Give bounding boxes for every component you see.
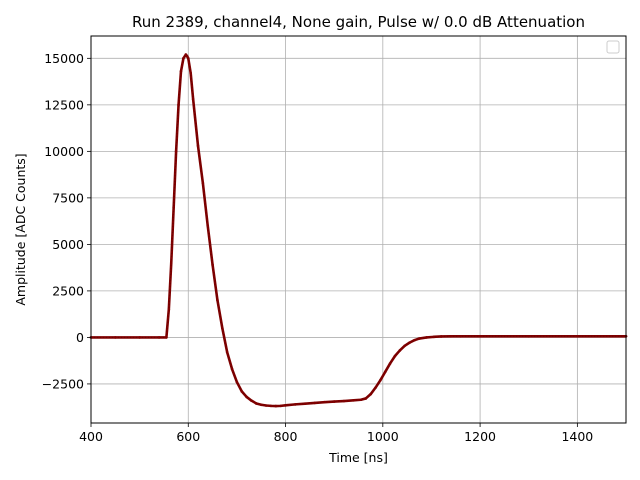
data-point xyxy=(230,367,234,371)
data-series xyxy=(89,53,628,408)
data-point xyxy=(352,399,355,402)
data-point xyxy=(225,351,229,354)
data-point xyxy=(177,103,180,107)
data-point xyxy=(221,326,224,330)
data-point xyxy=(250,399,253,402)
data-point xyxy=(313,401,317,405)
y-tick-label: 10000 xyxy=(44,144,84,159)
x-tick-label: 1200 xyxy=(464,429,496,444)
data-point xyxy=(342,399,346,403)
data-point xyxy=(279,404,282,408)
gridlines xyxy=(90,36,626,423)
data-point xyxy=(184,53,188,56)
legend xyxy=(606,40,620,54)
data-point xyxy=(191,97,195,101)
data-point xyxy=(206,224,210,228)
data-point xyxy=(245,395,248,399)
data-point xyxy=(332,400,336,403)
data-point xyxy=(432,335,436,339)
data-point xyxy=(478,335,482,338)
data-point xyxy=(364,397,368,400)
data-point xyxy=(182,57,185,60)
data-point xyxy=(449,335,453,338)
x-tick-label: 1400 xyxy=(561,429,593,444)
data-point xyxy=(264,404,268,407)
data-point xyxy=(165,336,168,339)
data-point xyxy=(403,344,407,348)
x-axis-label: Time [ns] xyxy=(328,450,388,465)
y-tick-label: −2500 xyxy=(42,376,84,391)
x-tick-label: 800 xyxy=(274,429,298,444)
data-point xyxy=(439,335,443,338)
data-point xyxy=(323,400,326,404)
data-point xyxy=(201,181,205,185)
plot-frame xyxy=(90,35,627,424)
x-tick-label: 1000 xyxy=(367,429,399,444)
data-point xyxy=(284,404,287,407)
y-tick-label: 2500 xyxy=(52,283,84,298)
data-point xyxy=(413,338,416,342)
y-tick-label: 0 xyxy=(76,330,84,345)
data-point xyxy=(383,370,387,374)
data-point xyxy=(369,392,372,396)
data-point xyxy=(169,261,173,265)
x-tick-label: 400 xyxy=(79,429,103,444)
data-point xyxy=(186,57,190,60)
data-point xyxy=(418,337,421,340)
x-tick-label: 600 xyxy=(176,429,200,444)
data-point xyxy=(303,402,307,405)
y-tick-label: 12500 xyxy=(44,97,84,112)
y-tick-label: 15000 xyxy=(44,51,84,66)
data-point xyxy=(114,336,117,339)
data-point xyxy=(196,144,200,148)
data-point xyxy=(269,404,273,408)
data-point xyxy=(374,386,377,389)
data-point xyxy=(425,336,428,339)
plot-area xyxy=(91,36,626,423)
data-point xyxy=(398,349,402,352)
data-point xyxy=(157,336,161,339)
y-axis-label: Amplitude [ADC Counts] xyxy=(13,153,28,305)
data-point xyxy=(293,403,297,406)
data-point xyxy=(216,298,219,302)
data-point xyxy=(255,402,258,405)
data-point xyxy=(240,390,244,393)
data-point xyxy=(388,362,392,365)
data-point xyxy=(274,404,278,408)
data-point xyxy=(235,380,239,384)
y-tick-label: 7500 xyxy=(52,190,84,205)
data-point xyxy=(359,398,363,402)
data-point xyxy=(138,336,141,339)
data-point xyxy=(408,341,411,344)
data-point xyxy=(379,378,382,382)
data-point xyxy=(259,403,263,407)
data-point xyxy=(179,70,183,73)
data-point xyxy=(459,335,462,338)
data-point xyxy=(211,263,214,267)
data-point xyxy=(393,354,397,358)
data-point xyxy=(172,205,175,209)
y-tick-label: 5000 xyxy=(52,237,84,252)
axis-ticks: 400 600 800 1000 1200 1400 −2500 0 2500 5000 7500 1… xyxy=(42,51,594,444)
data-point xyxy=(189,71,192,75)
chart-title: Run 2389, channel4, None gain, Pulse w/ … xyxy=(132,13,585,31)
data-point xyxy=(576,335,579,338)
data-point xyxy=(174,150,178,153)
data-point xyxy=(527,335,531,338)
data-point xyxy=(167,308,171,311)
